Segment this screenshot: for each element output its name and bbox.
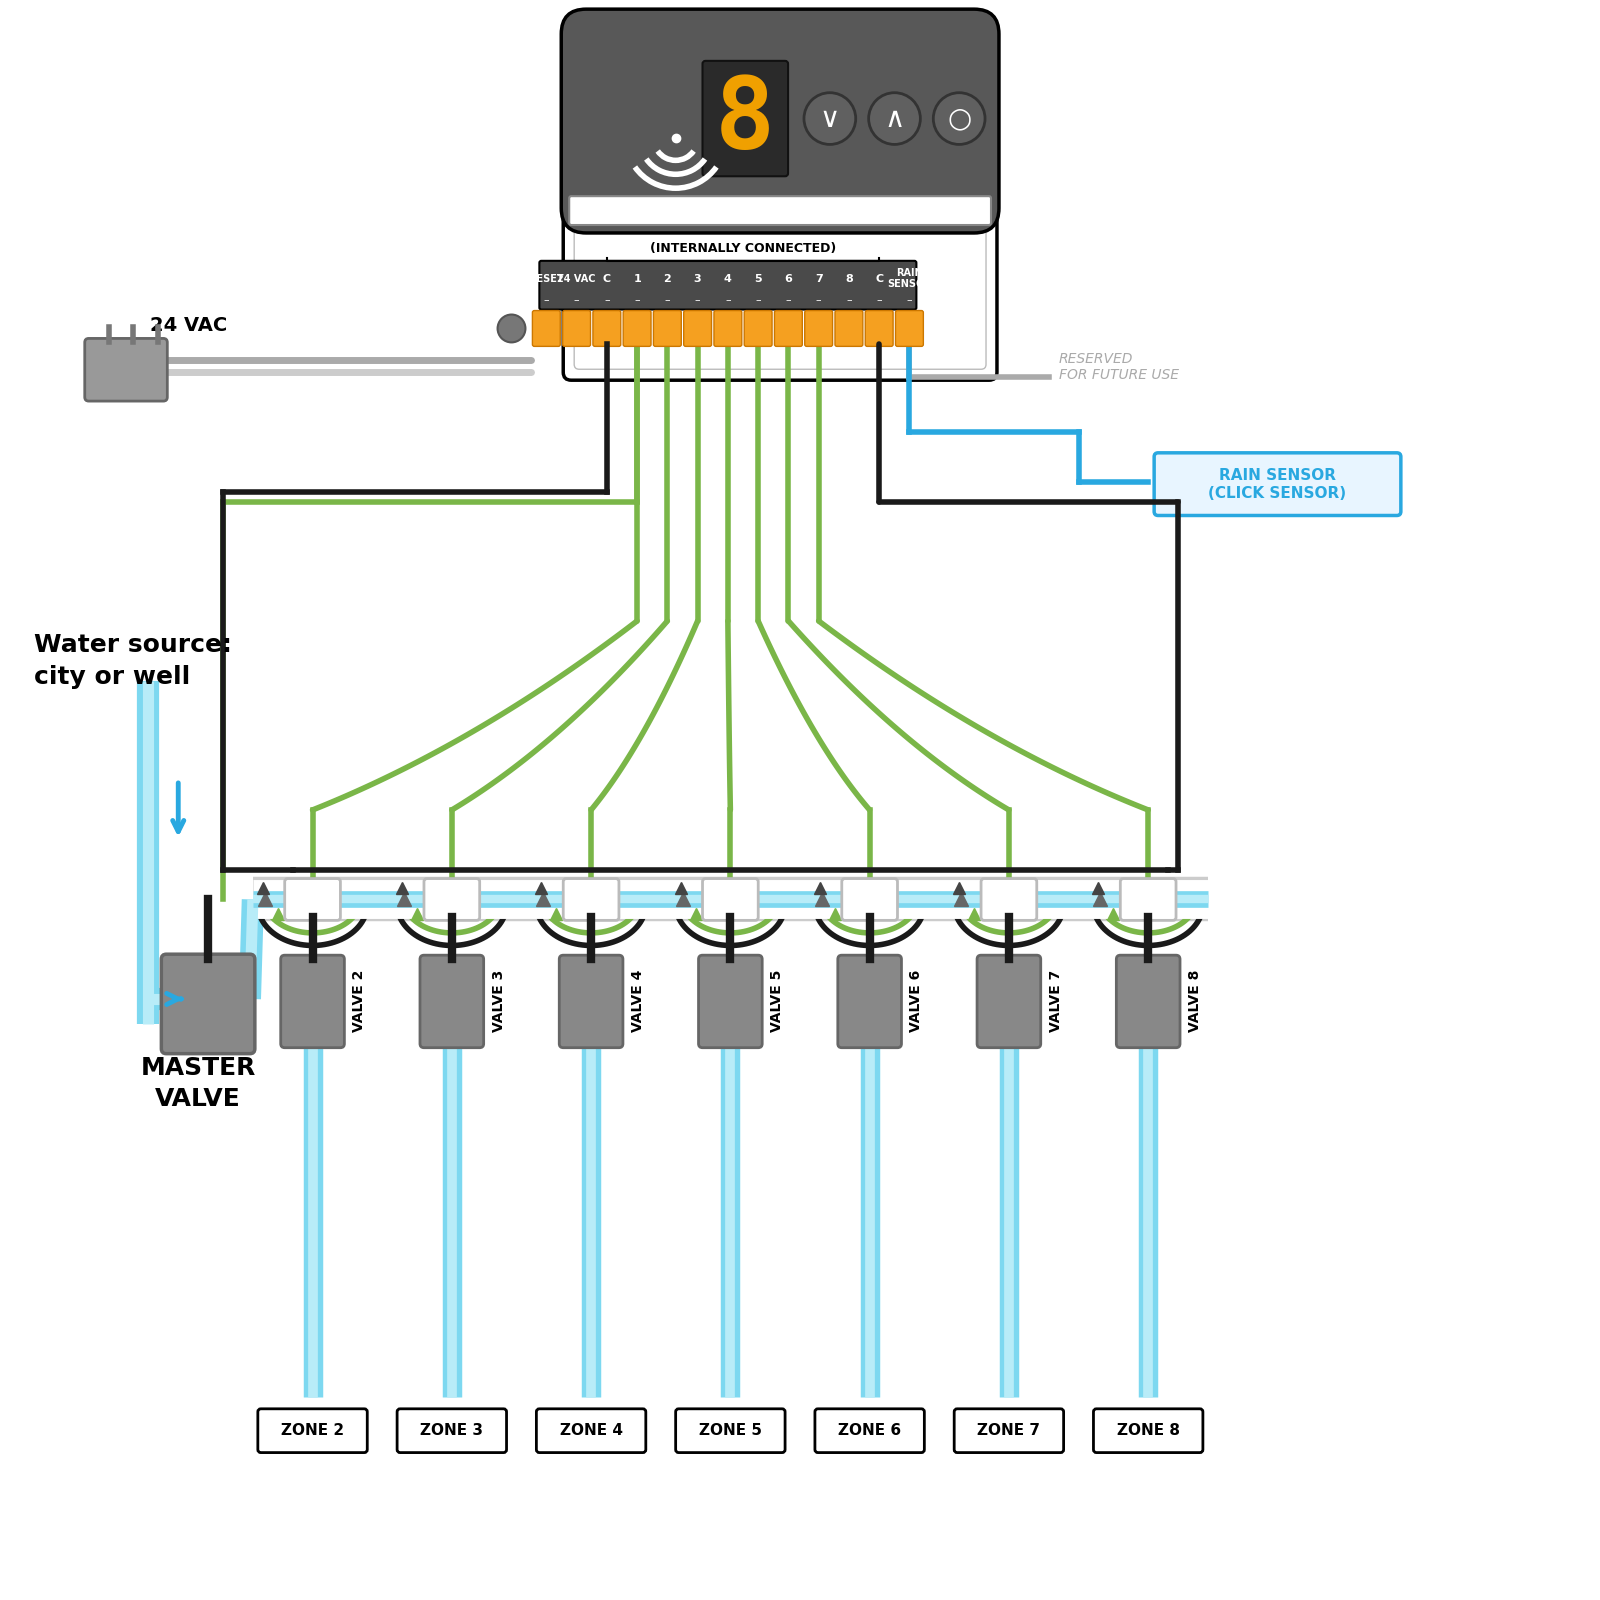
Text: VALVE 2: VALVE 2	[352, 970, 366, 1032]
Text: –: –	[664, 294, 670, 304]
Text: 5: 5	[754, 274, 762, 283]
Text: 1: 1	[634, 274, 642, 283]
FancyBboxPatch shape	[699, 955, 762, 1048]
FancyBboxPatch shape	[866, 310, 893, 346]
Text: RESET: RESET	[530, 274, 563, 283]
Text: VALVE 6: VALVE 6	[909, 970, 923, 1032]
FancyBboxPatch shape	[162, 954, 254, 1054]
FancyBboxPatch shape	[563, 176, 997, 381]
Text: –: –	[816, 294, 821, 304]
FancyBboxPatch shape	[842, 878, 898, 920]
FancyBboxPatch shape	[594, 310, 621, 346]
Text: –: –	[694, 294, 701, 304]
Text: ZONE 8: ZONE 8	[1117, 1422, 1179, 1438]
FancyBboxPatch shape	[562, 10, 998, 234]
FancyBboxPatch shape	[981, 878, 1037, 920]
FancyBboxPatch shape	[1120, 878, 1176, 920]
FancyBboxPatch shape	[536, 1410, 646, 1453]
Text: ZONE 4: ZONE 4	[560, 1422, 622, 1438]
FancyBboxPatch shape	[85, 339, 168, 402]
FancyBboxPatch shape	[563, 878, 619, 920]
Text: 24 VAC: 24 VAC	[149, 315, 227, 334]
Circle shape	[869, 93, 920, 144]
Text: –: –	[846, 294, 851, 304]
FancyBboxPatch shape	[539, 261, 917, 309]
Text: 7: 7	[814, 274, 822, 283]
Text: 8: 8	[845, 274, 853, 283]
FancyBboxPatch shape	[805, 310, 832, 346]
Circle shape	[803, 93, 856, 144]
FancyBboxPatch shape	[814, 1410, 925, 1453]
FancyBboxPatch shape	[397, 1410, 507, 1453]
Text: RAIN SENSOR
(CLICK SENSOR): RAIN SENSOR (CLICK SENSOR)	[1208, 467, 1347, 501]
Text: –: –	[907, 294, 912, 304]
Text: ZONE 2: ZONE 2	[282, 1422, 344, 1438]
Text: C: C	[875, 274, 883, 283]
FancyBboxPatch shape	[683, 310, 712, 346]
Text: VALVE 4: VALVE 4	[630, 970, 645, 1032]
FancyBboxPatch shape	[285, 878, 341, 920]
Text: MASTER
VALVE: MASTER VALVE	[141, 1056, 256, 1112]
Text: –: –	[605, 294, 610, 304]
FancyBboxPatch shape	[675, 1410, 786, 1453]
FancyBboxPatch shape	[774, 310, 802, 346]
Text: VALVE 5: VALVE 5	[770, 970, 784, 1032]
Text: 8: 8	[715, 74, 776, 170]
Text: ZONE 3: ZONE 3	[421, 1422, 483, 1438]
FancyBboxPatch shape	[574, 186, 986, 370]
Text: ○: ○	[947, 104, 971, 133]
FancyBboxPatch shape	[896, 310, 923, 346]
Circle shape	[498, 315, 525, 342]
Text: ∧: ∧	[885, 104, 904, 133]
FancyBboxPatch shape	[419, 955, 483, 1048]
FancyBboxPatch shape	[702, 878, 758, 920]
FancyBboxPatch shape	[570, 197, 990, 226]
Text: (INTERNALLY CONNECTED): (INTERNALLY CONNECTED)	[650, 242, 837, 256]
FancyBboxPatch shape	[1117, 955, 1181, 1048]
Text: ZONE 6: ZONE 6	[838, 1422, 901, 1438]
Text: –: –	[634, 294, 640, 304]
Text: –: –	[574, 294, 579, 304]
FancyBboxPatch shape	[258, 1410, 368, 1453]
FancyBboxPatch shape	[702, 61, 789, 176]
Text: ZONE 5: ZONE 5	[699, 1422, 762, 1438]
Text: RESERVED
FOR FUTURE USE: RESERVED FOR FUTURE USE	[1059, 352, 1179, 382]
Text: VALVE 7: VALVE 7	[1048, 970, 1062, 1032]
Text: RAIN
SENSOR: RAIN SENSOR	[886, 269, 931, 290]
Text: ∨: ∨	[819, 104, 840, 133]
Text: –: –	[877, 294, 882, 304]
Text: VALVE 3: VALVE 3	[491, 970, 506, 1032]
FancyBboxPatch shape	[1093, 1410, 1203, 1453]
FancyBboxPatch shape	[280, 955, 344, 1048]
FancyBboxPatch shape	[838, 955, 901, 1048]
Text: 3: 3	[694, 274, 701, 283]
FancyBboxPatch shape	[1154, 453, 1402, 515]
FancyBboxPatch shape	[835, 310, 862, 346]
Text: –: –	[725, 294, 731, 304]
Text: –: –	[544, 294, 549, 304]
Text: Water source:
city or well: Water source: city or well	[34, 634, 232, 688]
FancyBboxPatch shape	[653, 310, 682, 346]
Circle shape	[933, 93, 986, 144]
Text: –: –	[755, 294, 762, 304]
FancyBboxPatch shape	[744, 310, 773, 346]
FancyBboxPatch shape	[954, 1410, 1064, 1453]
FancyBboxPatch shape	[622, 310, 651, 346]
FancyBboxPatch shape	[424, 878, 480, 920]
FancyBboxPatch shape	[533, 310, 560, 346]
Text: 6: 6	[784, 274, 792, 283]
Text: C: C	[603, 274, 611, 283]
Text: –: –	[786, 294, 792, 304]
FancyBboxPatch shape	[560, 955, 622, 1048]
Text: ZONE 7: ZONE 7	[978, 1422, 1040, 1438]
FancyBboxPatch shape	[563, 310, 590, 346]
FancyBboxPatch shape	[714, 310, 742, 346]
Text: 24 VAC: 24 VAC	[557, 274, 595, 283]
Text: 4: 4	[723, 274, 731, 283]
FancyBboxPatch shape	[978, 955, 1040, 1048]
Text: VALVE 8: VALVE 8	[1187, 970, 1202, 1032]
Text: 2: 2	[664, 274, 672, 283]
